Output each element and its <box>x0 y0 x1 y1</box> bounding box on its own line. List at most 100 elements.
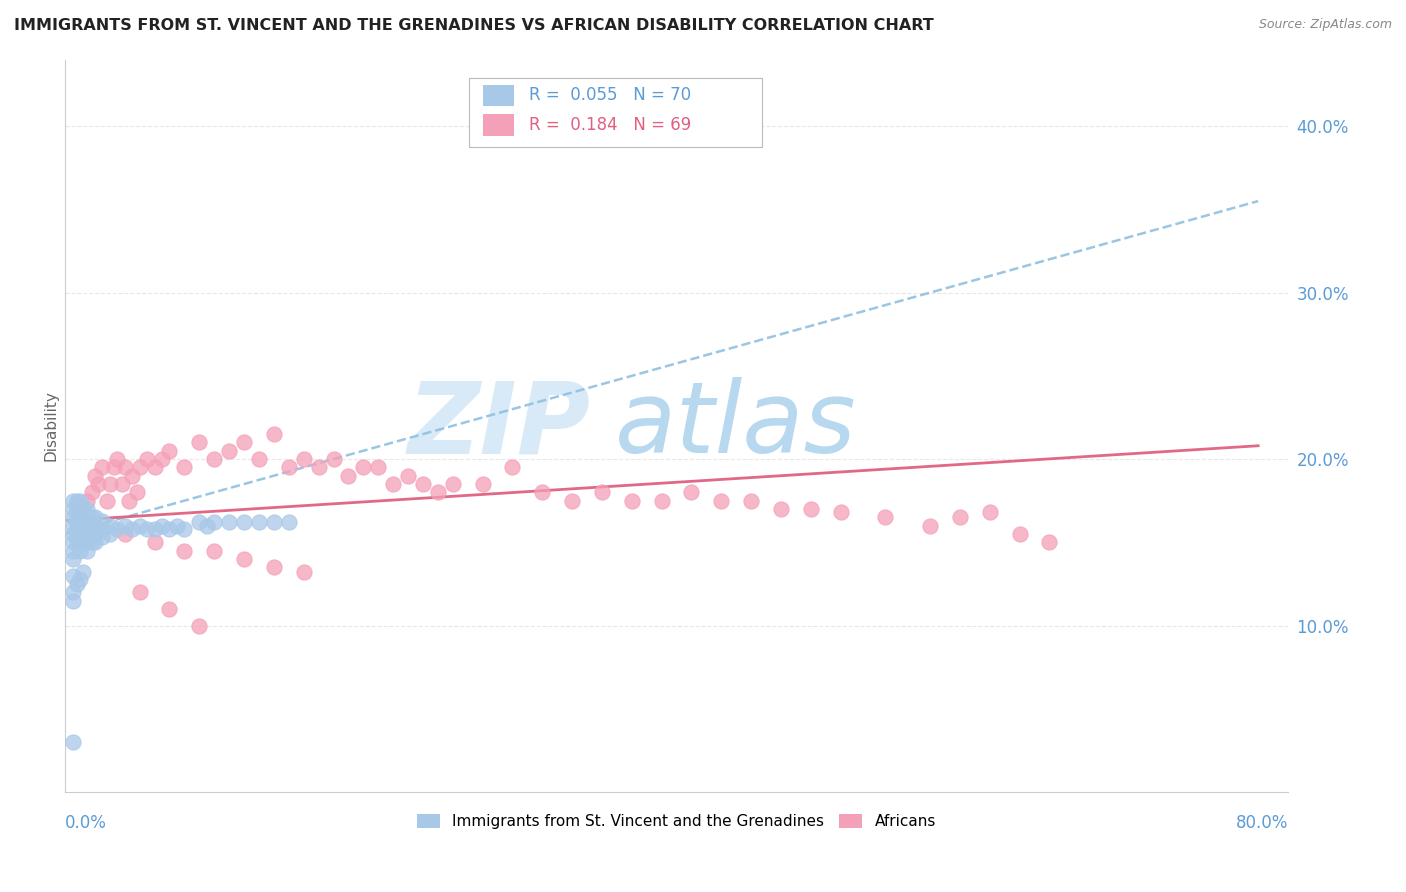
Point <box>76 502 98 516</box>
Point <box>98 518 121 533</box>
Point <box>875 510 897 524</box>
Point <box>62 552 84 566</box>
Point <box>277 516 299 530</box>
Point <box>143 535 166 549</box>
Point <box>412 477 434 491</box>
Point <box>591 485 613 500</box>
Point <box>83 468 105 483</box>
Point <box>681 485 703 500</box>
Point <box>159 602 181 616</box>
Point <box>188 618 211 632</box>
Point <box>247 452 270 467</box>
Text: Source: ZipAtlas.com: Source: ZipAtlas.com <box>1258 18 1392 31</box>
Point <box>66 493 89 508</box>
Point <box>91 514 114 528</box>
Point <box>76 535 98 549</box>
Point <box>918 518 941 533</box>
Point <box>76 543 98 558</box>
Point <box>105 452 128 467</box>
Point <box>111 477 134 491</box>
Text: IMMIGRANTS FROM ST. VINCENT AND THE GRENADINES VS AFRICAN DISABILITY CORRELATION: IMMIGRANTS FROM ST. VINCENT AND THE GREN… <box>14 18 934 33</box>
Point <box>76 527 98 541</box>
Point <box>69 502 91 516</box>
Point <box>69 572 91 586</box>
Point <box>561 493 583 508</box>
Point <box>76 493 98 508</box>
Point <box>159 443 181 458</box>
Point <box>69 535 91 549</box>
Y-axis label: Disability: Disability <box>44 391 58 461</box>
Point <box>202 452 225 467</box>
Point <box>66 535 89 549</box>
Point <box>91 530 114 544</box>
Point <box>382 477 405 491</box>
Point <box>501 460 523 475</box>
Point <box>62 593 84 607</box>
Point <box>98 527 121 541</box>
Point <box>91 522 114 536</box>
Point <box>263 560 285 574</box>
Point <box>83 510 105 524</box>
Point <box>62 535 84 549</box>
Point <box>87 477 110 491</box>
Point <box>136 522 159 536</box>
Point <box>247 516 270 530</box>
Point <box>121 468 143 483</box>
Point <box>114 518 136 533</box>
FancyBboxPatch shape <box>484 114 513 136</box>
Point <box>471 477 494 491</box>
Point <box>322 452 344 467</box>
Point <box>188 435 211 450</box>
Point <box>72 502 94 516</box>
Point <box>69 493 91 508</box>
Point <box>76 510 98 524</box>
Point <box>80 510 103 524</box>
Point <box>128 585 150 599</box>
FancyBboxPatch shape <box>484 85 513 106</box>
Point <box>118 493 141 508</box>
Point <box>69 543 91 558</box>
Point <box>136 452 159 467</box>
Text: R =  0.184   N = 69: R = 0.184 N = 69 <box>529 116 690 134</box>
Point <box>218 443 240 458</box>
Point <box>66 510 89 524</box>
Point <box>72 510 94 524</box>
Point <box>150 518 173 533</box>
Point <box>292 452 315 467</box>
Point <box>69 510 91 524</box>
Point <box>105 522 128 536</box>
Point <box>103 460 125 475</box>
Point <box>114 527 136 541</box>
Point <box>62 510 84 524</box>
Point <box>367 460 389 475</box>
Point <box>96 493 118 508</box>
Point <box>72 535 94 549</box>
Point <box>66 527 89 541</box>
Point <box>233 516 256 530</box>
Point <box>352 460 374 475</box>
Text: ZIP: ZIP <box>408 377 591 475</box>
Text: atlas: atlas <box>616 377 858 475</box>
Point <box>441 477 464 491</box>
Text: 80.0%: 80.0% <box>1236 814 1288 832</box>
Point <box>426 485 449 500</box>
Point <box>830 505 852 519</box>
Point <box>143 460 166 475</box>
Point <box>125 485 148 500</box>
Point <box>769 502 792 516</box>
Point <box>83 527 105 541</box>
Point <box>233 435 256 450</box>
FancyBboxPatch shape <box>468 78 762 147</box>
Point <box>66 502 89 516</box>
Point <box>166 518 188 533</box>
Point <box>1038 535 1060 549</box>
Legend: Immigrants from St. Vincent and the Grenadines, Africans: Immigrants from St. Vincent and the Gren… <box>411 808 942 836</box>
Point <box>80 485 103 500</box>
Point <box>949 510 972 524</box>
Point <box>308 460 330 475</box>
Point <box>143 522 166 536</box>
Point <box>72 566 94 580</box>
Point <box>277 460 299 475</box>
Point <box>69 502 91 516</box>
Text: 0.0%: 0.0% <box>65 814 107 832</box>
